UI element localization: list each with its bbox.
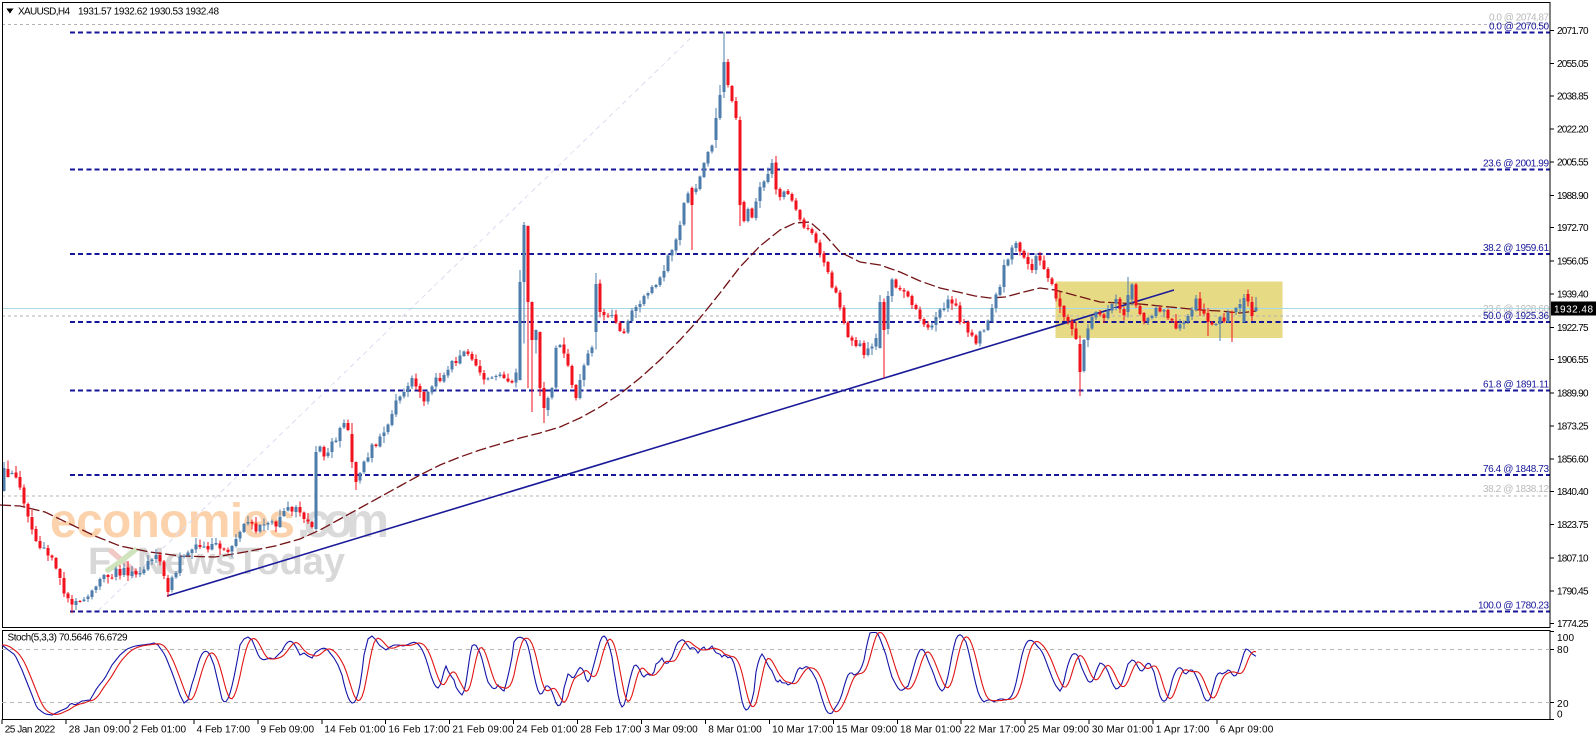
svg-text:3 Mar 09:00: 3 Mar 09:00 [644,725,698,736]
svg-text:1889.90: 1889.90 [1557,388,1589,399]
svg-text:0.0 @ 2070.50: 0.0 @ 2070.50 [1489,22,1549,33]
svg-text:1931.57 1932.62 1930.53 1932.4: 1931.57 1932.62 1930.53 1932.48 [78,7,219,18]
svg-text:2038.85: 2038.85 [1557,91,1589,102]
svg-text:20: 20 [1557,699,1569,710]
svg-text:1856.60: 1856.60 [1557,455,1589,466]
svg-text:23.6 @ 2001.99: 23.6 @ 2001.99 [1483,158,1549,169]
svg-text:1956.05: 1956.05 [1557,256,1589,267]
svg-text:1774.25: 1774.25 [1557,619,1589,630]
svg-text:18 Mar 01:00: 18 Mar 01:00 [900,725,961,736]
svg-text:10 Mar 17:00: 10 Mar 17:00 [772,725,833,736]
svg-text:28 Feb 17:00: 28 Feb 17:00 [580,725,641,736]
svg-text:6 Apr 09:00: 6 Apr 09:00 [1220,725,1274,736]
svg-text:25 Jan 2022: 25 Jan 2022 [5,725,56,736]
svg-text:38.2 @ 1959.61: 38.2 @ 1959.61 [1483,243,1549,254]
svg-text:Stoch(5,3,3) 70.5646 76.6729: Stoch(5,3,3) 70.5646 76.6729 [8,633,128,644]
svg-text:1823.75: 1823.75 [1557,520,1589,531]
svg-text:1807.10: 1807.10 [1557,553,1589,564]
svg-text:80: 80 [1557,645,1569,656]
svg-text:4 Feb 17:00: 4 Feb 17:00 [197,725,251,736]
svg-text:25 Mar 09:00: 25 Mar 09:00 [1028,725,1089,736]
svg-text:1972.70: 1972.70 [1557,223,1589,234]
svg-text:1988.90: 1988.90 [1557,191,1589,202]
svg-text:100: 100 [1557,633,1574,644]
svg-text:38.2 @ 1838.12: 38.2 @ 1838.12 [1483,484,1549,495]
svg-text:9 Feb 09:00: 9 Feb 09:00 [261,725,315,736]
svg-text:1932.48: 1932.48 [1554,305,1593,316]
svg-text:1939.40: 1939.40 [1557,290,1589,301]
svg-text:2 Feb 01:00: 2 Feb 01:00 [133,725,187,736]
svg-text:1873.25: 1873.25 [1557,422,1589,433]
svg-text:1906.55: 1906.55 [1557,355,1589,366]
svg-text:61.8 @ 1891.11: 61.8 @ 1891.11 [1483,379,1549,390]
svg-text:30 Mar 01:00: 30 Mar 01:00 [1092,725,1153,736]
svg-text:1 Apr 17:00: 1 Apr 17:00 [1156,725,1210,736]
svg-text:XAUUSD,H4: XAUUSD,H4 [18,7,70,18]
svg-text:76.4 @ 1848.73: 76.4 @ 1848.73 [1483,464,1549,475]
svg-text:28 Jan 09:00: 28 Jan 09:00 [69,725,130,736]
svg-text:1922.75: 1922.75 [1557,323,1589,334]
svg-text:2022.20: 2022.20 [1557,125,1589,136]
svg-text:50.0 @ 1925.36: 50.0 @ 1925.36 [1483,311,1549,322]
svg-text:2071.70: 2071.70 [1557,26,1589,37]
svg-text:23.6 @ 1928.60: 23.6 @ 1928.60 [1483,304,1549,315]
svg-text:0.0 @ 2074.87: 0.0 @ 2074.87 [1489,13,1549,24]
svg-text:15 Mar 09:00: 15 Mar 09:00 [836,725,897,736]
svg-text:2005.55: 2005.55 [1557,158,1589,169]
svg-text:21 Feb 09:00: 21 Feb 09:00 [452,725,513,736]
svg-text:F: F [88,541,111,583]
svg-text:14 Feb 01:00: 14 Feb 01:00 [324,725,385,736]
svg-text:2055.05: 2055.05 [1557,59,1589,70]
svg-text:100.0 @ 1780.23: 100.0 @ 1780.23 [1478,601,1549,612]
svg-text:1790.45: 1790.45 [1557,587,1589,598]
svg-text:0: 0 [1557,710,1563,721]
svg-text:16 Feb 17:00: 16 Feb 17:00 [388,725,449,736]
svg-text:22 Mar 17:00: 22 Mar 17:00 [964,725,1025,736]
svg-text:24 Feb 01:00: 24 Feb 01:00 [516,725,577,736]
svg-text:1840.40: 1840.40 [1557,487,1589,498]
svg-text:8 Mar 01:00: 8 Mar 01:00 [708,725,762,736]
